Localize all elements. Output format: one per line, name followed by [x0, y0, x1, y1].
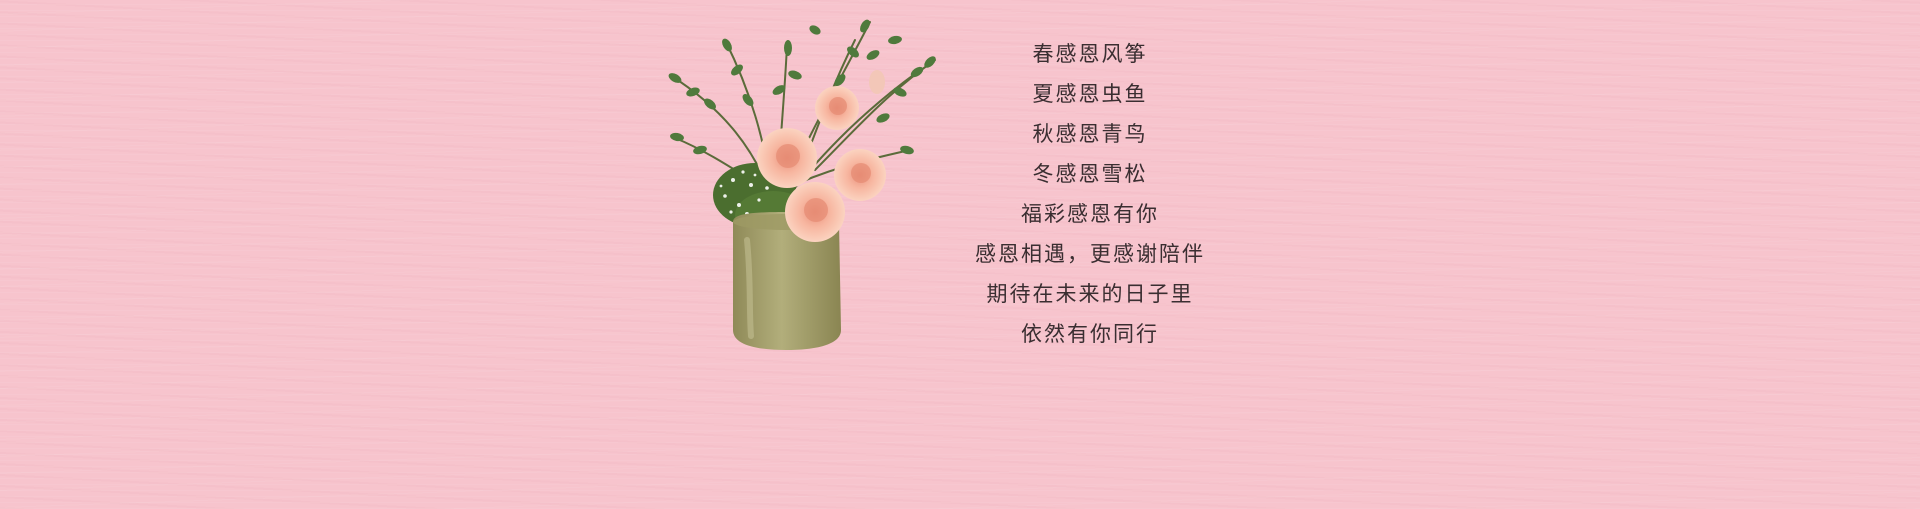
- poem-line: 期待在未来的日子里: [986, 282, 1194, 306]
- poem-line: 春感恩风筝: [1032, 42, 1148, 66]
- roses: [757, 70, 886, 242]
- poem-line: 夏感恩虫鱼: [1032, 82, 1148, 106]
- poem-line: 感恩相遇，更感谢陪伴: [975, 242, 1205, 266]
- poem-line: 秋感恩青鸟: [1032, 122, 1148, 146]
- leaves: [668, 19, 936, 155]
- flower-vase-icon: [668, 19, 936, 350]
- poem-line: 依然有你同行: [1021, 322, 1159, 346]
- poem-line: 福彩感恩有你: [1021, 202, 1159, 226]
- poem: 春感恩风筝 夏感恩虫鱼 秋感恩青鸟 冬感恩雪松 福彩感恩有你 感恩相遇，更感谢陪…: [940, 34, 1240, 354]
- poem-line: 冬感恩雪松: [1032, 162, 1148, 186]
